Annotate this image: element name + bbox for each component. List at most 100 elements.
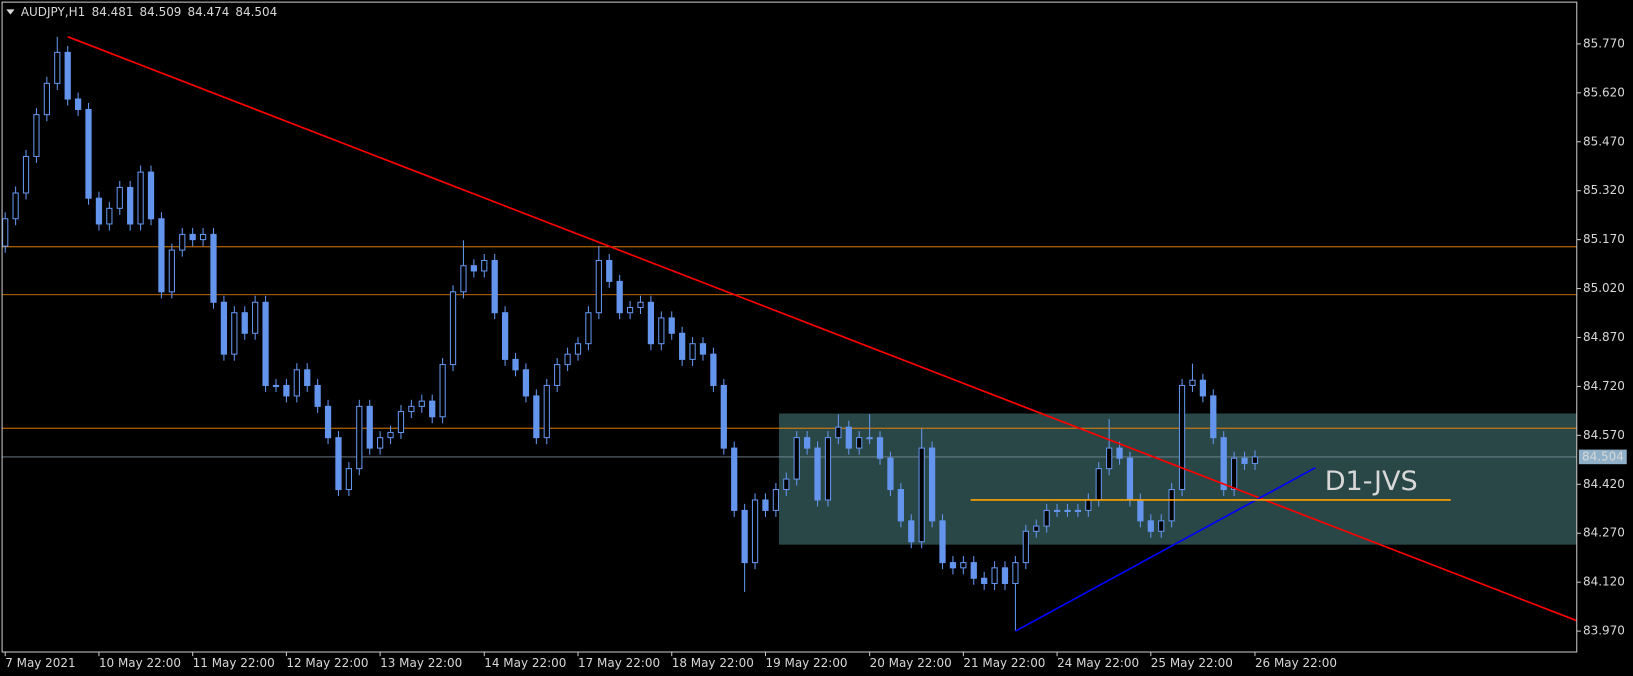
candle-body bbox=[908, 520, 915, 543]
x-tick-label: 7 May 2021 bbox=[5, 656, 75, 670]
x-tick-label: 14 May 22:00 bbox=[484, 656, 566, 670]
x-tick-label: 10 May 22:00 bbox=[99, 656, 181, 670]
trendline bbox=[67, 35, 1578, 622]
x-tick-label: 12 May 22:00 bbox=[286, 656, 368, 670]
candle-body bbox=[231, 312, 238, 355]
candle-body bbox=[970, 562, 977, 579]
candle-body bbox=[272, 384, 280, 388]
candle-body bbox=[22, 155, 30, 194]
candle-body bbox=[1053, 509, 1061, 512]
candle-body bbox=[95, 197, 103, 225]
candle-body bbox=[1189, 379, 1196, 386]
candle-body bbox=[1168, 489, 1175, 522]
candle-body bbox=[64, 51, 71, 100]
y-tick-label: 84.120 bbox=[1583, 575, 1625, 589]
candle-body bbox=[720, 384, 727, 449]
menu-triangle[interactable] bbox=[6, 9, 15, 15]
candle-body bbox=[43, 82, 50, 116]
candle-body bbox=[199, 233, 207, 241]
candle-body bbox=[106, 207, 113, 225]
candle-body bbox=[876, 437, 884, 459]
candle-body bbox=[804, 437, 811, 449]
candle-body bbox=[168, 249, 175, 293]
candle-body bbox=[668, 317, 675, 334]
candle-body bbox=[772, 489, 780, 511]
x-tick-label: 19 May 22:00 bbox=[765, 656, 847, 670]
candle-body bbox=[1106, 447, 1113, 470]
candle-body bbox=[252, 301, 259, 334]
bid-label-box bbox=[1578, 449, 1627, 465]
annotation: D1-JVS bbox=[1325, 466, 1418, 497]
candle-body bbox=[1033, 525, 1040, 532]
candle-body bbox=[501, 312, 509, 360]
candle-body bbox=[928, 447, 936, 522]
candle-body bbox=[387, 431, 394, 439]
candle-body bbox=[1043, 509, 1050, 527]
candle-body bbox=[616, 280, 623, 314]
plot-area: D1-JVS bbox=[2, 35, 1578, 632]
candle-body bbox=[918, 447, 925, 543]
candle-body bbox=[512, 358, 519, 371]
candle-body bbox=[793, 437, 800, 480]
candle-body bbox=[689, 343, 696, 360]
candle-body bbox=[1001, 567, 1009, 585]
candle-body bbox=[522, 369, 530, 397]
candle-body bbox=[356, 405, 363, 470]
candle-body bbox=[283, 384, 290, 397]
candle-body bbox=[887, 457, 894, 491]
candle-body bbox=[1158, 520, 1165, 532]
x-tick-label: 13 May 22:00 bbox=[380, 656, 462, 670]
candle-body bbox=[897, 489, 904, 522]
candle-body bbox=[304, 369, 311, 386]
candle-body bbox=[460, 265, 467, 293]
candle-body bbox=[1178, 384, 1186, 491]
candle-body bbox=[606, 259, 613, 282]
candle-body bbox=[470, 265, 477, 272]
candle-body bbox=[158, 218, 165, 293]
candle-body bbox=[981, 577, 988, 585]
candle-body bbox=[1137, 499, 1144, 522]
y-tick-label: 85.470 bbox=[1583, 134, 1625, 148]
candle-body bbox=[554, 364, 561, 386]
candle-body bbox=[731, 447, 738, 511]
candle-body bbox=[262, 301, 269, 386]
candle-body bbox=[1064, 509, 1071, 512]
candle-body bbox=[595, 259, 602, 314]
y-tick-label: 85.620 bbox=[1583, 85, 1625, 99]
trendline bbox=[1015, 466, 1316, 632]
candle-body bbox=[85, 108, 92, 199]
candle-body bbox=[210, 233, 217, 303]
candle-body bbox=[397, 411, 405, 433]
header-high: 84.509 bbox=[140, 5, 182, 19]
candle-body bbox=[824, 437, 832, 501]
candle-body bbox=[408, 405, 415, 413]
candle-body bbox=[1085, 499, 1092, 511]
candle-body bbox=[637, 301, 644, 309]
candle-body bbox=[626, 306, 634, 314]
candle-body bbox=[1022, 530, 1029, 564]
candle-body bbox=[939, 520, 946, 564]
y-tick-label: 85.770 bbox=[1583, 36, 1625, 50]
bid-label: 84.504 bbox=[1582, 449, 1624, 463]
candle-body bbox=[1251, 456, 1259, 464]
x-tick-label: 25 May 22:00 bbox=[1151, 656, 1233, 670]
candle-body bbox=[1199, 379, 1207, 397]
y-tick-label: 83.970 bbox=[1583, 624, 1625, 638]
candle-body bbox=[491, 259, 498, 314]
candle-body bbox=[179, 233, 186, 251]
candle-body bbox=[699, 343, 707, 355]
candle-body bbox=[574, 343, 582, 355]
candle-body bbox=[751, 499, 759, 564]
candle-body bbox=[856, 437, 863, 449]
candle-body bbox=[220, 301, 228, 355]
header-low: 84.474 bbox=[187, 5, 229, 19]
candle-body bbox=[418, 400, 425, 407]
header-open: 84.481 bbox=[92, 5, 134, 19]
symbol: AUDJPY,H1 bbox=[21, 5, 85, 19]
zone bbox=[779, 413, 1577, 545]
candle-body bbox=[314, 384, 321, 407]
x-tick-label: 18 May 22:00 bbox=[672, 656, 754, 670]
candle-body bbox=[345, 468, 353, 491]
